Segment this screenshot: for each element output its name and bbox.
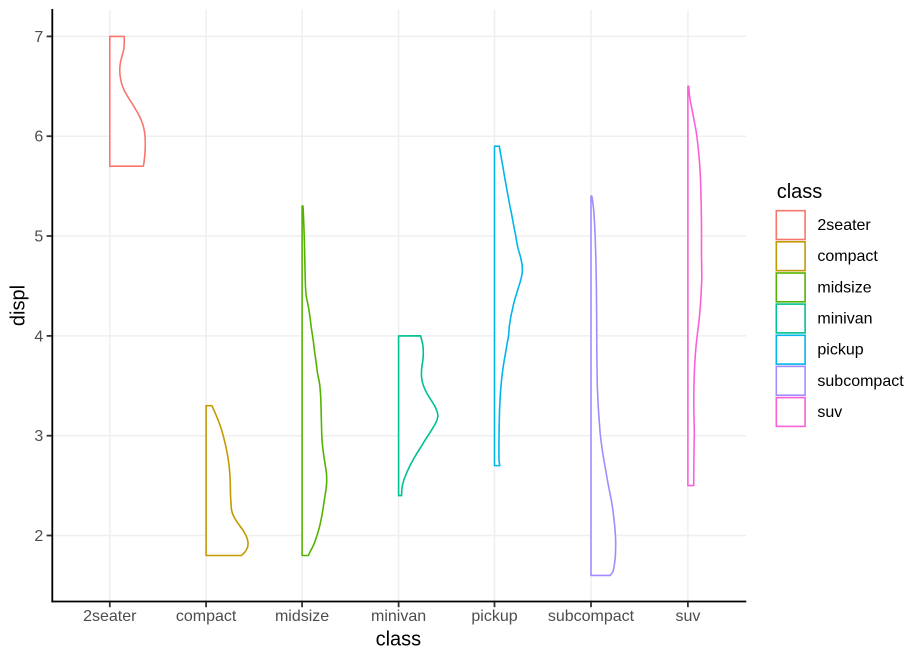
svg-text:2seater: 2seater (83, 608, 137, 625)
svg-text:class: class (376, 629, 422, 651)
svg-text:7: 7 (34, 29, 43, 46)
svg-text:pickup: pickup (471, 608, 517, 625)
svg-text:compact: compact (817, 248, 878, 265)
svg-text:3: 3 (34, 428, 43, 445)
svg-text:minivan: minivan (817, 311, 872, 328)
svg-text:displ: displ (8, 285, 30, 326)
svg-text:compact: compact (176, 608, 237, 625)
svg-text:2seater: 2seater (817, 217, 871, 234)
svg-text:6: 6 (34, 129, 43, 146)
svg-text:midsize: midsize (817, 279, 871, 296)
svg-text:midsize: midsize (275, 608, 329, 625)
svg-text:pickup: pickup (817, 342, 863, 359)
svg-text:suv: suv (817, 404, 842, 421)
svg-text:subcompact: subcompact (548, 608, 635, 625)
svg-text:minivan: minivan (371, 608, 426, 625)
svg-text:5: 5 (34, 229, 43, 246)
svg-text:4: 4 (34, 328, 43, 345)
svg-text:2: 2 (34, 528, 43, 545)
svg-text:suv: suv (675, 608, 700, 625)
svg-text:class: class (777, 181, 823, 203)
svg-text:subcompact: subcompact (817, 373, 904, 390)
